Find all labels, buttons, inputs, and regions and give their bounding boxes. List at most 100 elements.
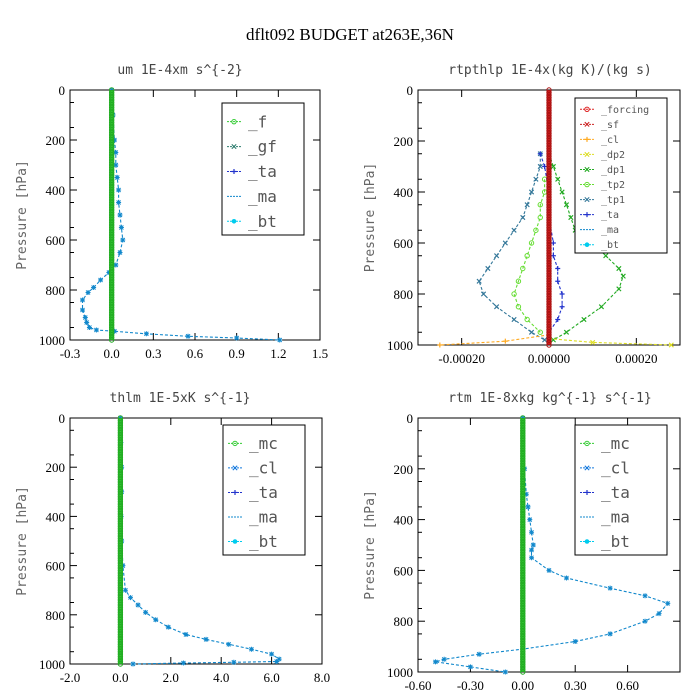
data-point xyxy=(607,631,613,637)
data-point xyxy=(117,631,124,638)
data-point xyxy=(520,664,526,670)
data-point xyxy=(520,214,526,221)
data-point xyxy=(520,615,526,622)
y-axis-label: Pressure [hPa] xyxy=(15,486,30,596)
data-point xyxy=(502,338,508,344)
y-tick-label: 0 xyxy=(407,411,414,426)
data-point xyxy=(520,516,526,523)
data-point xyxy=(546,258,552,264)
data-point xyxy=(528,240,535,246)
data-point xyxy=(546,337,552,343)
legend-entry: _forcing xyxy=(601,105,649,116)
data-point xyxy=(546,94,552,101)
data-point xyxy=(546,237,552,244)
chart-panel-1: um 1E-4xm s^{-2} Pressure [hPa] 0 200 400 600… xyxy=(15,63,328,361)
data-point xyxy=(546,265,552,272)
data-point xyxy=(603,253,609,259)
data-point xyxy=(108,257,115,263)
data-point xyxy=(117,545,124,552)
data-point xyxy=(550,253,556,259)
data-point xyxy=(520,509,526,515)
data-point xyxy=(494,304,500,310)
data-point xyxy=(117,577,124,584)
data-point xyxy=(546,334,552,341)
data-point xyxy=(108,149,115,156)
data-point xyxy=(546,301,552,307)
data-point xyxy=(108,94,115,101)
data-point xyxy=(117,415,124,421)
legend-entry: _ma xyxy=(248,187,277,206)
legend-entry: _bt xyxy=(601,240,619,251)
data-point xyxy=(117,651,124,657)
legend-marker xyxy=(584,136,590,142)
data-point xyxy=(117,526,124,532)
data-point xyxy=(108,264,115,271)
data-point xyxy=(108,307,115,313)
data-point xyxy=(520,499,526,505)
data-point xyxy=(546,148,552,154)
data-point xyxy=(520,646,526,652)
data-point xyxy=(520,443,526,449)
series-line xyxy=(548,338,672,346)
y-tick-label: 1000 xyxy=(387,338,413,353)
y-tick-label: 400 xyxy=(46,509,66,524)
chart-panel-2: rtpthlp 1E-4x(kg K)/(kg s) Pressure [hPa]… xyxy=(363,63,681,366)
data-point xyxy=(117,557,124,564)
data-point xyxy=(108,142,115,148)
data-point xyxy=(546,120,552,126)
data-point xyxy=(143,331,149,337)
x-tick-label: -0.30 xyxy=(457,678,484,693)
legend-entry: _dp1 xyxy=(601,165,625,176)
data-point xyxy=(108,179,115,186)
data-point xyxy=(117,582,124,588)
data-point xyxy=(108,234,115,241)
legend-entry: _cl xyxy=(601,135,619,146)
data-point xyxy=(117,420,124,426)
y-tick-label: 0 xyxy=(59,411,66,426)
data-point xyxy=(117,570,124,576)
legend-marker xyxy=(584,242,590,248)
data-point xyxy=(203,636,209,642)
data-point xyxy=(511,316,517,323)
x-tick-label: 8.0 xyxy=(314,670,330,685)
data-point xyxy=(520,666,526,673)
y-tick-label: 200 xyxy=(394,462,414,477)
data-point xyxy=(520,669,526,675)
data-point xyxy=(546,158,552,165)
data-point xyxy=(226,641,232,647)
data-point xyxy=(117,587,124,593)
data-point xyxy=(485,265,491,272)
data-point xyxy=(520,488,526,495)
data-point xyxy=(117,503,124,510)
data-point xyxy=(559,304,565,310)
y-tick-label: 1000 xyxy=(39,657,65,672)
data-point xyxy=(546,176,552,182)
data-point xyxy=(502,240,508,246)
data-point xyxy=(546,107,552,114)
data-point xyxy=(86,325,92,330)
data-point xyxy=(111,137,117,143)
data-point xyxy=(108,129,115,136)
data-point xyxy=(165,624,171,630)
series-tp1 xyxy=(476,151,548,343)
series-line xyxy=(439,334,550,346)
data-point xyxy=(108,247,115,253)
data-point xyxy=(546,247,552,254)
x-tick-label: 1.5 xyxy=(312,346,328,361)
data-point xyxy=(525,504,531,510)
data-point xyxy=(546,319,552,325)
legend-entry: _tp1 xyxy=(601,195,625,206)
data-point xyxy=(117,484,124,490)
data-point xyxy=(117,452,124,458)
data-point xyxy=(117,449,124,456)
data-point xyxy=(546,339,552,346)
data-point xyxy=(520,529,526,535)
data-point xyxy=(520,562,526,569)
data-point xyxy=(117,469,124,475)
data-point xyxy=(108,124,115,131)
data-point xyxy=(520,534,526,541)
data-point xyxy=(520,483,526,490)
data-point xyxy=(117,425,124,431)
data-point xyxy=(108,117,115,123)
